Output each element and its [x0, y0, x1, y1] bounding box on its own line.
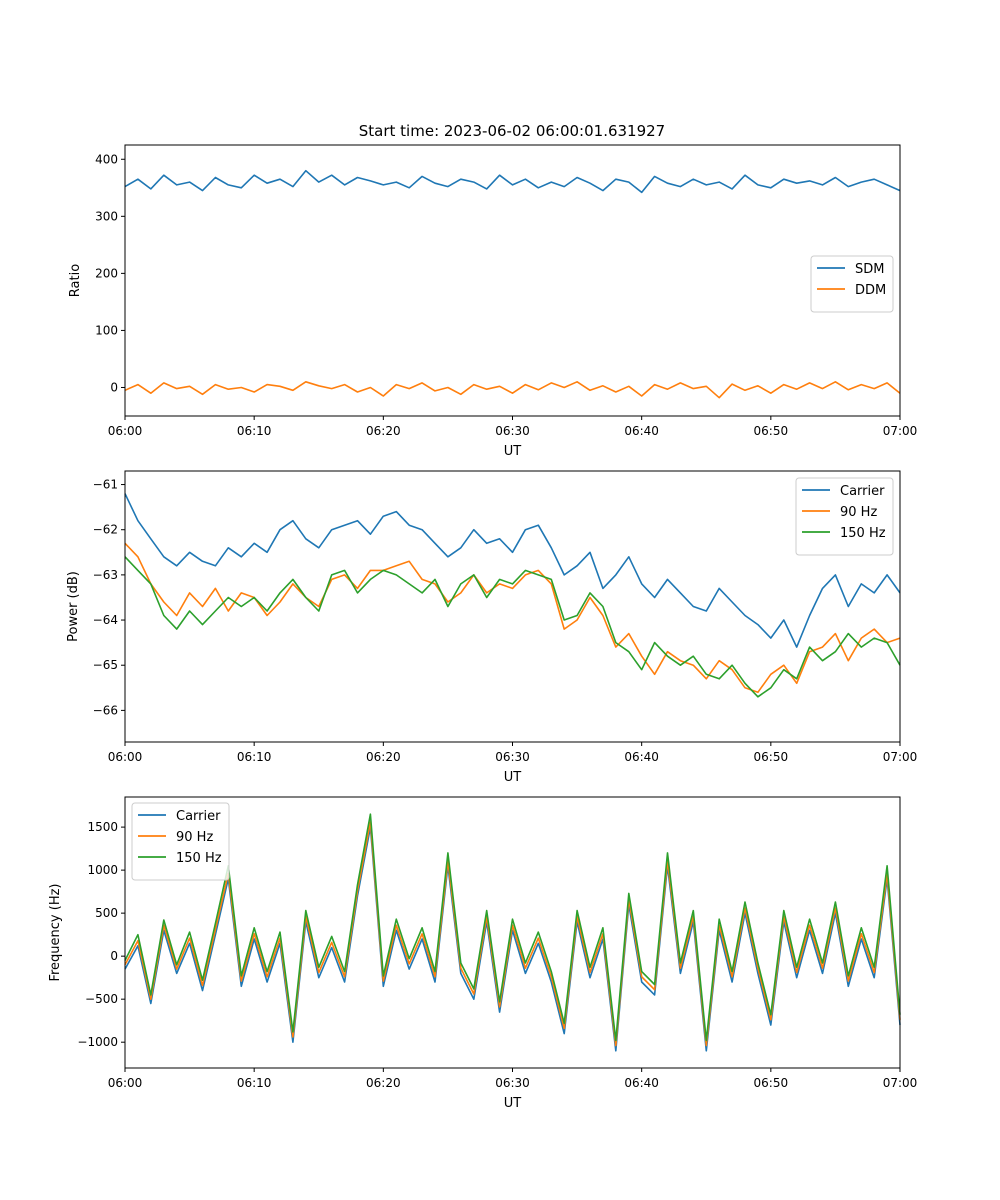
frequency-chart: 06:00 06:10 06:20 06:30 06:40 06:50 07:00 −1000…	[48, 796, 918, 1111]
y-tick-label: 1500	[87, 820, 118, 834]
series-line-90-hz	[124, 821, 901, 1047]
y-tick-label: 0	[110, 380, 118, 394]
y-tick-label: 300	[95, 209, 118, 223]
y-tick-label: 400	[95, 152, 118, 166]
x-tick-label: 06:30	[495, 424, 530, 438]
x-tick-label: 06:40	[624, 1076, 659, 1090]
y-tick-label: 100	[95, 323, 118, 337]
x-axis-label: UT	[504, 444, 522, 459]
series-line-sdm	[124, 169, 901, 194]
x-tick-label: 06:20	[366, 750, 401, 764]
y-tick-label: −62	[93, 523, 118, 537]
figure-title: Start time: 2023-06-02 06:00:01.631927	[359, 122, 665, 140]
x-tick-label: 06:10	[237, 750, 272, 764]
x-tick-label: 06:30	[495, 750, 530, 764]
x-tick-label: 07:00	[883, 1076, 918, 1090]
power-chart: 06:00 06:10 06:20 06:30 06:40 06:50 07:00 −66 −6…	[66, 470, 918, 785]
x-tick-label: 07:00	[883, 750, 918, 764]
x-tick-label: 06:20	[366, 1076, 401, 1090]
legend-box	[795, 477, 894, 556]
legend-label: 150 Hz	[840, 526, 886, 541]
x-tick-label: 06:40	[624, 750, 659, 764]
y-tick-label: −66	[93, 703, 118, 717]
series-line-150-hz	[124, 813, 901, 1042]
y-tick-label: −61	[93, 478, 118, 492]
x-tick-label: 06:30	[495, 1076, 530, 1090]
x-tick-label: 06:10	[237, 424, 272, 438]
legend-label: DDM	[855, 283, 886, 298]
series-line-carrier	[124, 493, 901, 648]
x-tick-label: 06:00	[108, 1076, 143, 1090]
legend-label: Carrier	[176, 809, 221, 824]
legend-label: 90 Hz	[840, 505, 877, 520]
y-tick-label: 200	[95, 266, 118, 280]
x-tick-label: 06:50	[754, 424, 789, 438]
x-tick-label: 06:10	[237, 1076, 272, 1090]
series-line-ddm	[124, 380, 901, 399]
legend: Carrier 90 Hz 150 Hz	[795, 477, 894, 556]
legend: SDM DDM	[810, 255, 894, 313]
y-tick-label: −1000	[77, 1035, 118, 1049]
y-axis-label: Ratio	[68, 264, 83, 297]
legend-label: Carrier	[840, 484, 885, 499]
x-tick-label: 07:00	[883, 424, 918, 438]
y-axis-label: Power (dB)	[66, 571, 81, 642]
y-tick-label: −63	[93, 568, 118, 582]
y-tick-label: −500	[85, 992, 118, 1006]
x-axis-label: UT	[504, 1096, 522, 1111]
y-tick-label: 1000	[87, 863, 118, 877]
y-tick-label: 500	[95, 906, 118, 920]
y-tick-label: 0	[110, 949, 118, 963]
series-line-150-hz	[124, 556, 901, 698]
ratio-chart: 06:00 06:10 06:20 06:30 06:40 06:50 07:00 0 100 2…	[68, 144, 918, 459]
x-tick-label: 06:00	[108, 424, 143, 438]
legend-box	[810, 255, 894, 313]
x-tick-label: 06:20	[366, 424, 401, 438]
x-tick-label: 06:00	[108, 750, 143, 764]
y-tick-label: −64	[93, 613, 118, 627]
legend-label: 150 Hz	[176, 851, 222, 866]
x-tick-label: 06:50	[754, 1076, 789, 1090]
y-axis-label: Frequency (Hz)	[48, 883, 63, 981]
y-tick-label: −65	[93, 658, 118, 672]
legend: Carrier 90 Hz 150 Hz	[131, 802, 230, 881]
legend-label: 90 Hz	[176, 830, 213, 845]
legend-box	[131, 802, 230, 881]
legend-label: SDM	[855, 262, 884, 277]
x-tick-label: 06:40	[624, 424, 659, 438]
x-tick-label: 06:50	[754, 750, 789, 764]
x-axis-label: UT	[504, 770, 522, 785]
